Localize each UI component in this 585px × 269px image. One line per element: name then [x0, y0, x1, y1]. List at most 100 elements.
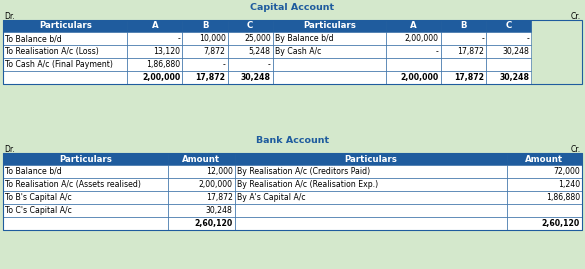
Text: Capital Account: Capital Account: [250, 3, 335, 12]
Text: B: B: [460, 22, 467, 30]
Text: -: -: [526, 34, 529, 43]
Bar: [183, 20, 228, 32]
Bar: [235, 178, 507, 191]
Text: By A's Capital A/c: By A's Capital A/c: [236, 193, 305, 202]
Text: Dr.: Dr.: [4, 12, 15, 21]
Text: Cr.: Cr.: [571, 12, 581, 21]
Bar: [168, 191, 235, 204]
Bar: [507, 153, 582, 165]
Bar: [507, 165, 582, 178]
Text: C: C: [505, 22, 512, 30]
Bar: [235, 191, 507, 204]
Text: 5,248: 5,248: [249, 47, 271, 56]
Text: To Cash A/c (Final Payment): To Cash A/c (Final Payment): [5, 60, 113, 69]
Text: -: -: [436, 47, 439, 56]
Bar: [386, 45, 441, 58]
Text: To C's Capital A/c: To C's Capital A/c: [5, 206, 72, 215]
Text: Amount: Amount: [183, 154, 221, 164]
Text: To B's Capital A/c: To B's Capital A/c: [5, 193, 72, 202]
Bar: [507, 191, 582, 204]
Bar: [128, 45, 183, 58]
Bar: [228, 71, 273, 84]
Bar: [3, 165, 168, 178]
Text: To Realisation A/c (Assets realised): To Realisation A/c (Assets realised): [5, 180, 141, 189]
Bar: [3, 71, 128, 84]
Bar: [3, 178, 168, 191]
Bar: [235, 153, 507, 165]
Bar: [441, 45, 486, 58]
Bar: [168, 165, 235, 178]
Text: 1,86,880: 1,86,880: [146, 60, 181, 69]
Bar: [507, 178, 582, 191]
Bar: [3, 153, 582, 230]
Text: Amount: Amount: [525, 154, 563, 164]
Text: 2,60,120: 2,60,120: [542, 219, 580, 228]
Text: 13,120: 13,120: [153, 47, 181, 56]
Text: 2,60,120: 2,60,120: [194, 219, 233, 228]
Text: 1,240: 1,240: [558, 180, 580, 189]
Bar: [441, 32, 486, 45]
Text: -: -: [223, 60, 226, 69]
Text: 2,00,000: 2,00,000: [142, 73, 181, 82]
Bar: [228, 45, 273, 58]
Text: 72,000: 72,000: [553, 167, 580, 176]
Bar: [3, 32, 128, 45]
Bar: [183, 71, 228, 84]
Bar: [228, 20, 273, 32]
Text: 10,000: 10,000: [199, 34, 226, 43]
Bar: [273, 45, 386, 58]
Bar: [441, 58, 486, 71]
Bar: [235, 217, 507, 230]
Bar: [486, 71, 531, 84]
Text: By Realisation A/c (Realisation Exp.): By Realisation A/c (Realisation Exp.): [236, 180, 378, 189]
Bar: [128, 20, 183, 32]
Bar: [486, 45, 531, 58]
Bar: [3, 58, 128, 71]
Text: To Realisation A/c (Loss): To Realisation A/c (Loss): [5, 47, 99, 56]
Text: -: -: [481, 34, 484, 43]
Text: 30,248: 30,248: [499, 73, 529, 82]
Bar: [235, 204, 507, 217]
Text: Dr.: Dr.: [4, 145, 15, 154]
Text: 30,248: 30,248: [206, 206, 233, 215]
Text: 2,00,000: 2,00,000: [198, 180, 233, 189]
Text: 17,872: 17,872: [457, 47, 484, 56]
Text: 2,00,000: 2,00,000: [401, 73, 439, 82]
Text: By Balance b/d: By Balance b/d: [275, 34, 333, 43]
Bar: [486, 32, 531, 45]
Bar: [386, 58, 441, 71]
Text: -: -: [268, 60, 271, 69]
Text: 7,872: 7,872: [204, 47, 226, 56]
Text: 12,000: 12,000: [206, 167, 233, 176]
Text: A: A: [410, 22, 417, 30]
Text: 17,872: 17,872: [206, 193, 233, 202]
Bar: [183, 58, 228, 71]
Bar: [273, 58, 386, 71]
Bar: [3, 217, 168, 230]
Bar: [486, 58, 531, 71]
Bar: [228, 58, 273, 71]
Bar: [3, 204, 168, 217]
Text: To Balance b/d: To Balance b/d: [5, 167, 62, 176]
Bar: [128, 58, 183, 71]
Bar: [3, 191, 168, 204]
Bar: [3, 20, 128, 32]
Text: 30,248: 30,248: [241, 73, 271, 82]
Text: Particulars: Particulars: [344, 154, 397, 164]
Bar: [235, 165, 507, 178]
Text: 25,000: 25,000: [244, 34, 271, 43]
Bar: [507, 204, 582, 217]
Bar: [3, 153, 168, 165]
Bar: [273, 71, 386, 84]
Bar: [168, 153, 235, 165]
Text: 17,872: 17,872: [454, 73, 484, 82]
Text: 2,00,000: 2,00,000: [405, 34, 439, 43]
Text: To Balance b/d: To Balance b/d: [5, 34, 62, 43]
Bar: [128, 32, 183, 45]
Bar: [386, 20, 441, 32]
Text: 1,86,880: 1,86,880: [546, 193, 580, 202]
Bar: [507, 217, 582, 230]
Text: By Cash A/c: By Cash A/c: [275, 47, 321, 56]
Bar: [128, 71, 183, 84]
Text: 17,872: 17,872: [195, 73, 226, 82]
